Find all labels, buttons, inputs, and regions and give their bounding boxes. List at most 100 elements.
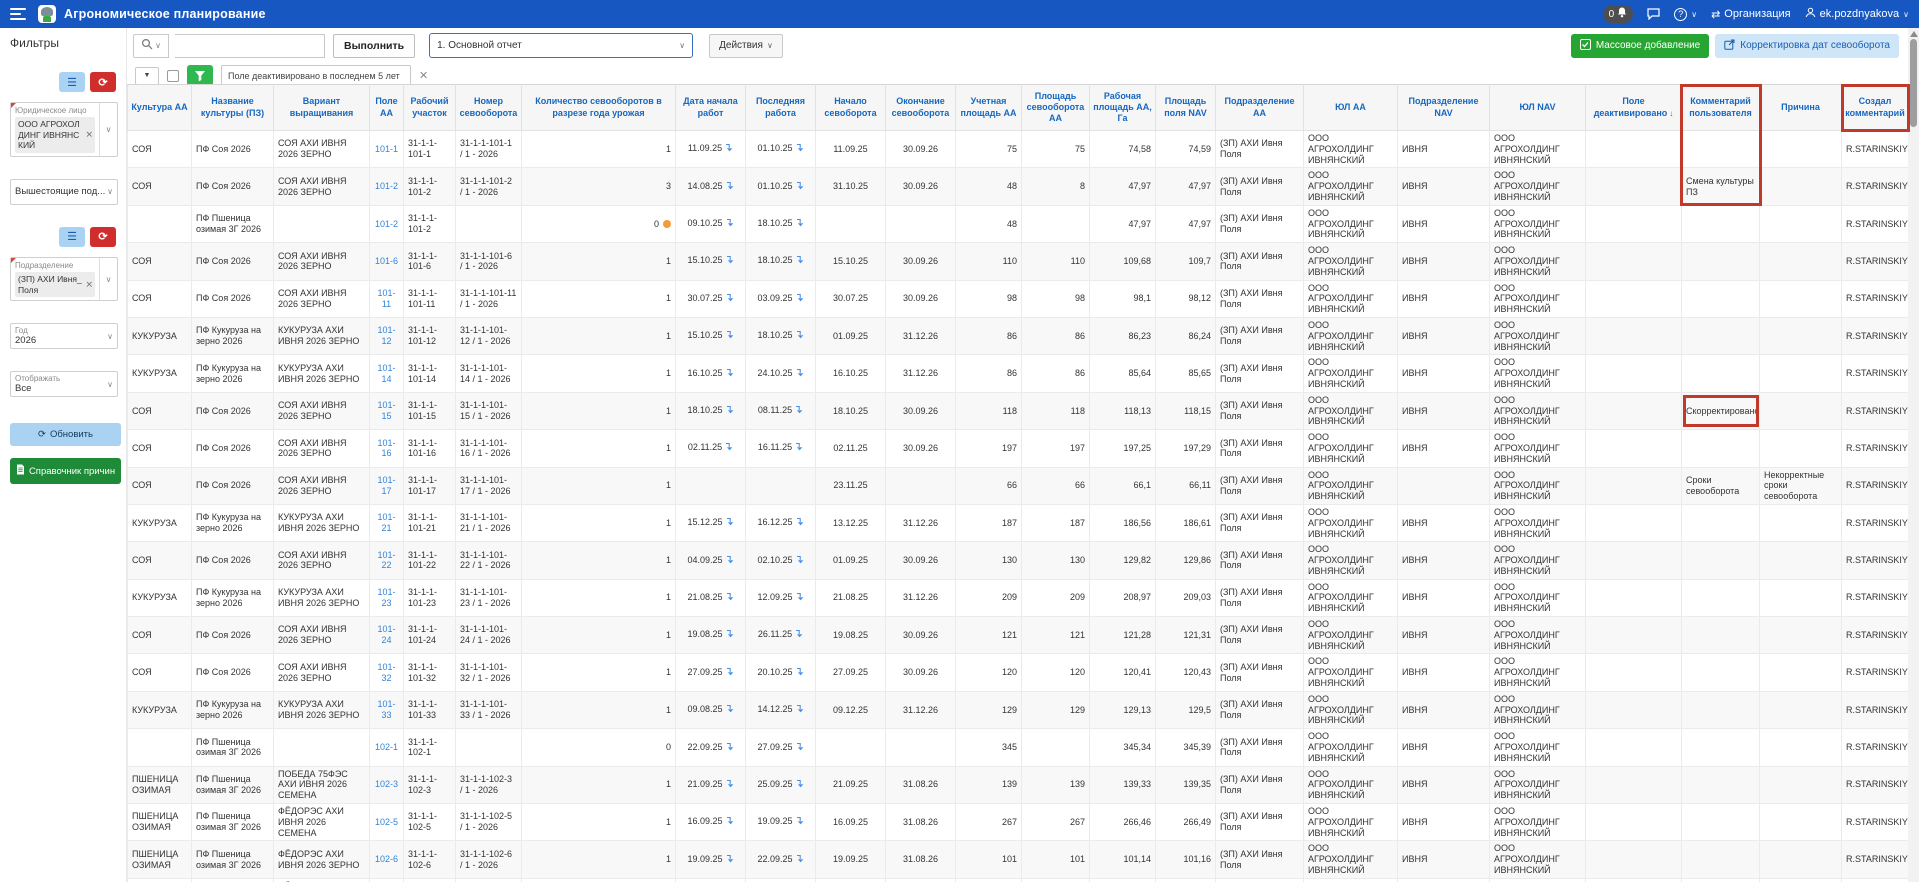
col-header-3[interactable]: Вариант выращивания <box>273 84 370 131</box>
drill-down-icon[interactable] <box>726 667 734 679</box>
show-select[interactable]: Отображать Все ∨ <box>10 371 118 398</box>
field-link[interactable]: 101-17 <box>377 474 396 496</box>
drill-down-icon[interactable] <box>726 779 734 791</box>
col-header-22[interactable]: Причина <box>1759 84 1842 131</box>
col-header-20[interactable]: Поле деактивировано ↓ <box>1585 84 1682 131</box>
field-link[interactable]: 101-15 <box>377 400 396 421</box>
field-link[interactable]: 101-32 <box>377 661 396 683</box>
field-link[interactable]: 101-16 <box>377 437 396 459</box>
col-header-11[interactable]: Окончание севооборота <box>885 84 956 131</box>
drill-down-icon[interactable] <box>796 218 804 230</box>
field-link[interactable]: 101-6 <box>374 255 399 266</box>
drill-down-icon[interactable] <box>796 592 804 604</box>
col-header-16[interactable]: Подразделение АА <box>1215 84 1304 131</box>
subdivision-reset-button[interactable]: ⟳ <box>90 226 116 247</box>
field-link[interactable]: 101-14 <box>377 362 396 384</box>
vertical-scrollbar[interactable] <box>1908 28 1919 882</box>
remove-chip-icon[interactable]: ✕ <box>85 129 93 140</box>
drill-down-icon[interactable] <box>796 368 804 380</box>
col-header-4[interactable]: Поле АА <box>369 84 404 131</box>
drill-down-icon[interactable] <box>796 517 804 529</box>
field-link[interactable]: 101-12 <box>377 325 396 347</box>
field-link[interactable]: 101-22 <box>377 549 396 571</box>
drill-down-icon[interactable] <box>796 742 804 754</box>
drill-down-icon[interactable] <box>726 405 734 417</box>
notifications-button[interactable]: 0 <box>1602 5 1634 23</box>
drill-down-icon[interactable] <box>796 255 804 267</box>
drill-down-icon[interactable] <box>726 742 734 754</box>
drill-down-icon[interactable] <box>795 405 803 417</box>
subdivision-list-button[interactable]: ☰ <box>59 226 85 247</box>
filter-funnel-button[interactable] <box>187 65 213 86</box>
close-icon[interactable]: ✕ <box>419 70 429 82</box>
field-link[interactable]: 101-21 <box>377 512 396 534</box>
col-header-15[interactable]: Площадь поля NAV <box>1155 84 1216 131</box>
menu-icon[interactable] <box>10 8 26 20</box>
report-view-menu-button[interactable]: ▼ <box>135 66 159 85</box>
col-header-21[interactable]: Комментарий пользователя <box>1681 84 1760 131</box>
drill-down-icon[interactable] <box>726 368 734 380</box>
subdivision-chip[interactable]: (ЗП) АХИ Ивня_Поля ✕ <box>15 271 95 298</box>
field-link[interactable]: 102-1 <box>374 742 399 753</box>
drill-down-icon[interactable] <box>726 293 734 305</box>
col-header-8[interactable]: Дата начала работ <box>675 84 746 131</box>
legal-entity-dropdown[interactable]: ∨ <box>99 103 117 156</box>
drill-down-icon[interactable] <box>726 330 734 342</box>
adjust-dates-button[interactable]: Корректировка дат севооборота <box>1715 33 1899 58</box>
field-link[interactable]: 101-1 <box>374 143 399 154</box>
field-link[interactable]: 102-3 <box>374 779 399 790</box>
report-select[interactable]: 1. Основной отчет ∨ <box>429 33 694 58</box>
refresh-button[interactable]: ⟳ Обновить <box>10 423 121 447</box>
search-input[interactable] <box>175 33 325 58</box>
col-header-10[interactable]: Начало севоборота <box>815 84 886 131</box>
field-link[interactable]: 101-2 <box>374 218 399 229</box>
field-link[interactable]: 101-23 <box>377 587 396 608</box>
drill-down-icon[interactable] <box>796 816 804 828</box>
legal-entity-reset-button[interactable]: ⟳ <box>90 72 116 92</box>
col-header-6[interactable]: Номер севооборота <box>455 84 522 131</box>
reasons-dictionary-button[interactable]: Справочник причин <box>10 458 121 485</box>
actions-button[interactable]: Действия ∨ <box>709 33 783 58</box>
field-link[interactable]: 101-33 <box>377 699 396 721</box>
year-select[interactable]: Год 2026 ∨ <box>10 323 118 350</box>
col-header-19[interactable]: ЮЛ NAV <box>1489 84 1586 131</box>
parent-subdivision-select[interactable]: Вышестоящие под... ∨ <box>10 178 118 205</box>
drill-down-icon[interactable] <box>796 779 804 791</box>
col-header-12[interactable]: Учетная площадь АА <box>955 84 1022 131</box>
col-header-1[interactable]: Культура АА <box>127 84 192 131</box>
drill-down-icon[interactable] <box>726 816 734 828</box>
execute-button[interactable]: Выполнить <box>333 33 416 58</box>
col-header-2[interactable]: Название культуры (ПЗ) <box>191 84 274 131</box>
field-link[interactable]: 102-6 <box>374 854 399 865</box>
help-menu[interactable]: ? ∨ <box>1674 7 1697 21</box>
col-header-5[interactable]: Рабочий участок <box>403 84 456 131</box>
col-header-7[interactable]: Количество севооборотов в разрезе года у… <box>521 84 676 131</box>
drill-down-icon[interactable] <box>795 629 803 641</box>
drill-down-icon[interactable] <box>726 218 734 230</box>
scroll-up-icon[interactable] <box>1909 31 1918 37</box>
legal-entity-chip[interactable]: ООО АГРОХОЛДИНГ ИВНЯНСКИЙ ✕ <box>15 117 95 153</box>
drill-down-icon[interactable] <box>726 592 734 604</box>
col-header-23[interactable]: Создал комментарий <box>1841 84 1908 131</box>
drill-down-icon[interactable] <box>796 181 804 193</box>
drill-down-icon[interactable] <box>725 143 733 155</box>
col-header-17[interactable]: ЮЛ АА <box>1303 84 1398 131</box>
col-header-14[interactable]: Рабочая площадь АА, Га <box>1089 84 1156 131</box>
drill-down-icon[interactable] <box>726 704 734 716</box>
search-menu-button[interactable]: ∨ <box>133 33 169 58</box>
remove-chip-icon[interactable]: ✕ <box>85 278 93 289</box>
organization-button[interactable]: ⇄ Организация <box>1711 8 1791 21</box>
user-menu[interactable]: ek.pozdnyakova ∨ <box>1805 7 1909 21</box>
drill-down-icon[interactable] <box>796 293 804 305</box>
drill-down-icon[interactable] <box>796 330 804 342</box>
field-link[interactable]: 102-5 <box>374 816 399 827</box>
field-link[interactable]: 101-24 <box>377 624 396 646</box>
drill-down-icon[interactable] <box>796 143 804 155</box>
legal-entity-list-button[interactable]: ☰ <box>59 72 85 92</box>
drill-down-icon[interactable] <box>795 442 803 454</box>
drill-down-icon[interactable] <box>796 555 804 567</box>
drill-down-icon[interactable] <box>796 704 804 716</box>
chat-icon[interactable] <box>1647 8 1660 20</box>
drill-down-icon[interactable] <box>726 517 734 529</box>
col-header-9[interactable]: Последняя работа <box>745 84 816 131</box>
